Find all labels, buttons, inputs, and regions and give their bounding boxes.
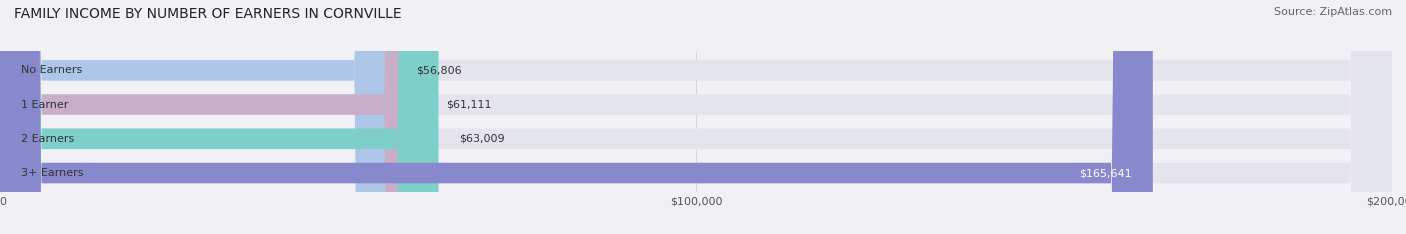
FancyBboxPatch shape — [0, 0, 439, 234]
Text: 3+ Earners: 3+ Earners — [21, 168, 83, 178]
Text: $165,641: $165,641 — [1080, 168, 1132, 178]
FancyBboxPatch shape — [0, 0, 1153, 234]
FancyBboxPatch shape — [0, 0, 425, 234]
Text: No Earners: No Earners — [21, 65, 82, 75]
Text: $63,009: $63,009 — [460, 134, 505, 144]
Text: Source: ZipAtlas.com: Source: ZipAtlas.com — [1274, 7, 1392, 17]
Text: FAMILY INCOME BY NUMBER OF EARNERS IN CORNVILLE: FAMILY INCOME BY NUMBER OF EARNERS IN CO… — [14, 7, 402, 21]
Text: $56,806: $56,806 — [416, 65, 461, 75]
Text: 1 Earner: 1 Earner — [21, 99, 69, 110]
Text: 2 Earners: 2 Earners — [21, 134, 75, 144]
FancyBboxPatch shape — [0, 0, 395, 234]
Text: $61,111: $61,111 — [446, 99, 492, 110]
